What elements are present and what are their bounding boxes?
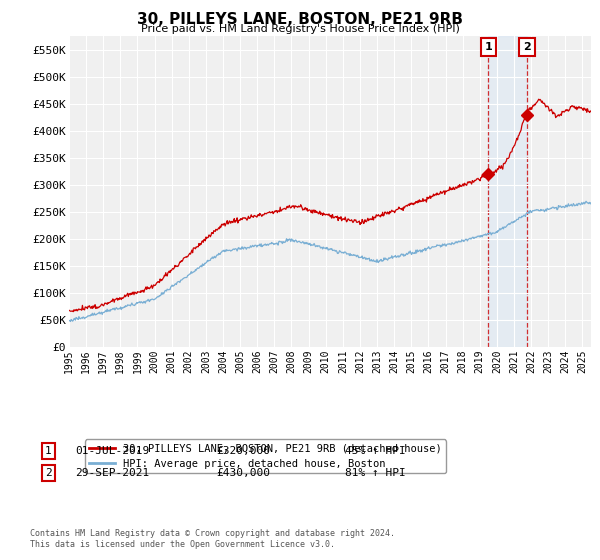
Text: 30, PILLEYS LANE, BOSTON, PE21 9RB: 30, PILLEYS LANE, BOSTON, PE21 9RB: [137, 12, 463, 27]
Text: 2: 2: [45, 468, 52, 478]
Legend: 30, PILLEYS LANE, BOSTON, PE21 9RB (detached house), HPI: Average price, detache: 30, PILLEYS LANE, BOSTON, PE21 9RB (deta…: [85, 440, 446, 473]
Text: 29-SEP-2021: 29-SEP-2021: [75, 468, 149, 478]
Text: Price paid vs. HM Land Registry's House Price Index (HPI): Price paid vs. HM Land Registry's House …: [140, 24, 460, 34]
Text: 81% ↑ HPI: 81% ↑ HPI: [345, 468, 406, 478]
Text: 1: 1: [45, 446, 52, 456]
Text: 01-JUL-2019: 01-JUL-2019: [75, 446, 149, 456]
Text: 2: 2: [523, 42, 530, 52]
Text: 45% ↑ HPI: 45% ↑ HPI: [345, 446, 406, 456]
Text: £430,000: £430,000: [216, 468, 270, 478]
Text: Contains HM Land Registry data © Crown copyright and database right 2024.
This d: Contains HM Land Registry data © Crown c…: [30, 529, 395, 549]
Text: £320,000: £320,000: [216, 446, 270, 456]
Bar: [488, 36, 527, 347]
Text: 1: 1: [484, 42, 492, 52]
